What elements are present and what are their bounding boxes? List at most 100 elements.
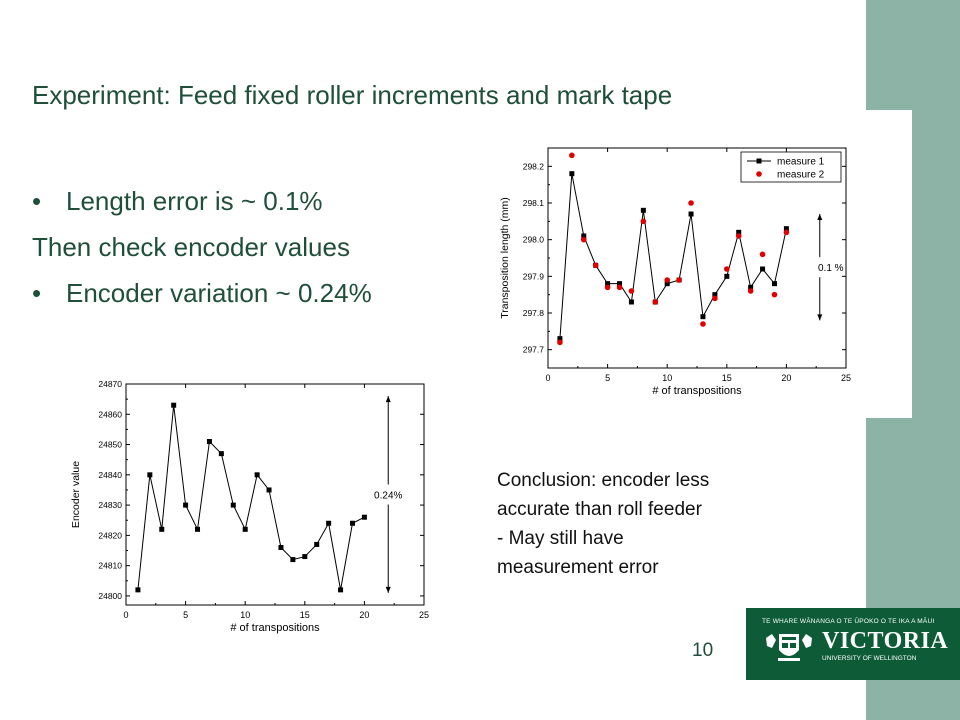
data-point [278,544,284,550]
legend-box [740,151,842,183]
data-point [783,229,790,236]
line-check-encoder: Then check encoder values [32,232,350,262]
data-point [147,472,153,478]
range-annotation: 0.1 % [818,263,844,274]
data-point [640,218,647,225]
bullet-text: Length error is ~ 0.1% [66,186,323,216]
data-point [747,288,754,294]
data-point [183,502,189,508]
crest-icon [766,634,812,661]
y-tick-label: 24860 [98,409,122,419]
y-tick-label: 24810 [98,561,122,571]
data-point [640,207,646,213]
range-arrow-head [817,214,823,220]
university-logo: TE WHARE WĀNANGA O TE ŪPOKO O TE IKA A M… [746,608,960,680]
series-line [559,173,787,339]
logo-subtitle: UNIVERSITY OF WELLINGTON [822,655,917,662]
data-point [604,284,611,291]
x-tick-label: 25 [419,610,429,620]
y-tick-label: 24800 [98,591,122,601]
encoder-value-chart: 0 5 10 15 20 25 24800 24810 24820 24830 24840 24850… [70,379,429,634]
legend-marker [756,171,762,177]
accent-bar-top [866,0,960,110]
data-point [361,514,367,520]
data-point [712,292,718,298]
x-tick-label: 5 [605,373,610,383]
data-point [736,229,742,235]
transposition-length-chart: 0 5 10 15 20 25 297.7 297.8 297.9 298.0 298.1 298.2… [499,147,851,397]
data-point [700,321,706,327]
conclusion-line: - May still have [497,528,624,549]
page-number: 10 [692,640,714,661]
data-point [254,472,260,478]
x-axis-label: # of transpositions [652,385,742,397]
y-tick-label: 298.0 [523,235,545,245]
bullet-length-error: • Length error is ~ 0.1% [32,186,323,217]
data-point [783,226,789,232]
bullet-dot: • [32,278,42,308]
data-point [712,295,718,302]
x-tick-label: 25 [841,373,851,383]
data-point [760,266,766,272]
legend-label: measure 2 [777,170,825,181]
x-tick-label: 15 [300,610,310,620]
data-point [664,277,670,283]
logo-tagline: TE WHARE WĀNANGA O TE ŪPOKO O TE IKA A M… [762,618,935,625]
x-tick-label: 0 [123,610,128,620]
logo-name: VICTORIA [822,628,949,654]
data-point [688,200,694,206]
data-point [616,284,623,291]
legend-marker [756,158,762,164]
y-tick-label: 24870 [98,379,122,389]
y-tick-label: 297.7 [523,345,545,355]
y-axis-label: Encoder value [70,461,82,528]
data-point [218,451,224,457]
data-point [230,502,236,508]
range-arrow-head [385,396,391,403]
y-tick-label: 298.2 [523,161,545,171]
conclusion-text: Conclusion: encoder less accurate than r… [497,466,787,582]
data-point [735,233,742,239]
series-line [137,405,365,590]
data-point [592,262,599,269]
x-axis-label: # of transpositions [230,622,320,634]
data-point [580,236,587,243]
data-point [605,281,611,287]
data-point [242,526,248,532]
x-tick-label: 5 [183,610,188,620]
range-arrow-head [817,314,823,321]
y-axis-label: Transposition length (mm) [499,197,511,319]
data-point [338,587,344,593]
data-point [171,402,177,408]
accent-bar-middle [912,110,960,418]
conclusion-line: measurement error [497,557,659,578]
data-point [771,281,777,287]
data-point [557,336,563,342]
data-point [159,526,165,532]
data-point [664,281,670,287]
data-point [700,314,706,320]
x-tick-label: 10 [240,610,250,620]
data-point [688,211,694,217]
data-point [628,299,634,305]
y-tick-label: 298.1 [523,198,545,208]
data-point [557,339,563,346]
x-tick-label: 20 [781,373,791,383]
slide-title: Experiment: Feed fixed roller increments… [32,80,673,110]
data-point [676,277,682,283]
y-tick-label: 297.9 [523,271,545,281]
data-point [724,273,730,279]
data-point [771,291,778,298]
data-point [569,152,575,159]
y-tick-label: 24820 [98,530,122,540]
data-point [206,439,212,445]
legend-label: measure 1 [777,157,825,168]
y-tick-label: 24830 [98,500,122,510]
data-point [724,266,730,272]
data-point [326,520,332,526]
bullet-text: Encoder variation ~ 0.24% [66,278,372,308]
data-point [290,557,296,563]
range-arrow-head [385,586,391,593]
x-tick-label: 20 [359,610,369,620]
data-point [581,233,587,239]
